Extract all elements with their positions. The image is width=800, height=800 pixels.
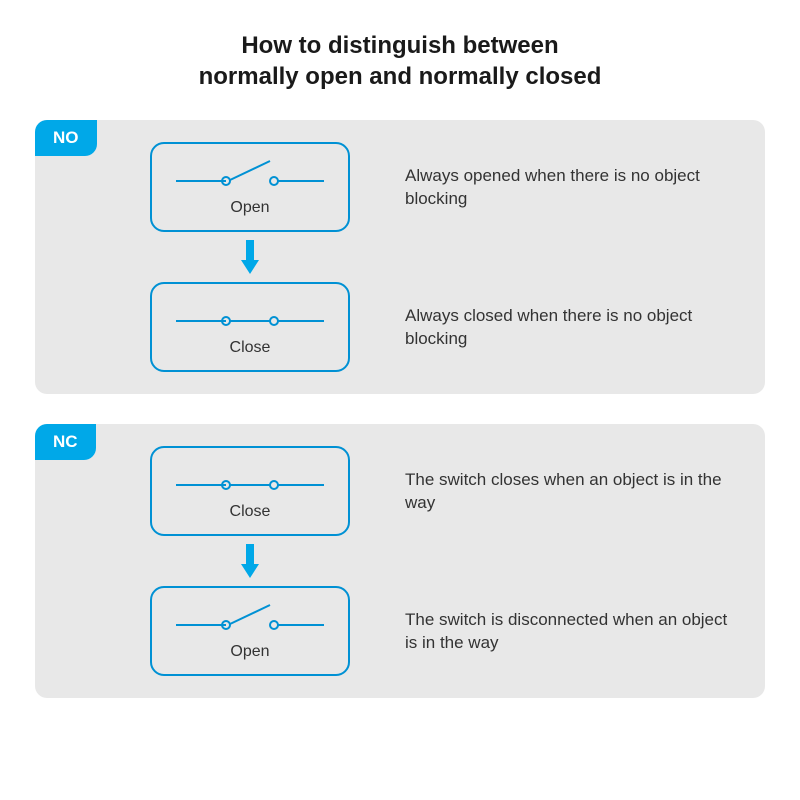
- switch-closed-icon: [170, 461, 330, 497]
- switch-open-icon: [170, 157, 330, 193]
- arrow-down-icon: [240, 240, 260, 274]
- state-description: The switch is disconnected when an objec…: [405, 608, 735, 656]
- state-description: Always opened when there is no object bl…: [405, 164, 735, 212]
- arrow-down: [65, 240, 365, 274]
- state-row-nc-open: Open The switch is disconnected when an …: [65, 586, 735, 676]
- arrow-down-icon: [240, 544, 260, 578]
- switch-label: Open: [230, 199, 269, 217]
- badge-nc: NC: [35, 424, 96, 460]
- state-row-no-close: Close Always closed when there is no obj…: [65, 282, 735, 372]
- panel-nc: NC Close The switch closes when an objec…: [35, 424, 765, 698]
- state-description: The switch closes when an object is in t…: [405, 468, 735, 516]
- switch-label: Close: [230, 503, 271, 521]
- title-line-1: How to distinguish between: [241, 32, 558, 59]
- switch-box-open: Open: [150, 586, 350, 676]
- state-description: Always closed when there is no object bl…: [405, 304, 735, 352]
- switch-box-open: Open: [150, 142, 350, 232]
- badge-no: NO: [35, 120, 97, 156]
- switch-closed-icon: [170, 297, 330, 333]
- state-row-no-open: Open Always opened when there is no obje…: [65, 142, 735, 232]
- switch-box-closed: Close: [150, 282, 350, 372]
- switch-label: Open: [230, 643, 269, 661]
- arrow-down: [65, 544, 365, 578]
- switch-box-closed: Close: [150, 446, 350, 536]
- switch-open-icon: [170, 601, 330, 637]
- panel-no: NO Open Always opened when there is no o…: [35, 120, 765, 394]
- page-title: How to distinguish between normally open…: [35, 30, 765, 92]
- state-row-nc-close: Close The switch closes when an object i…: [65, 446, 735, 536]
- switch-label: Close: [230, 339, 271, 357]
- title-line-2: normally open and normally closed: [199, 63, 602, 90]
